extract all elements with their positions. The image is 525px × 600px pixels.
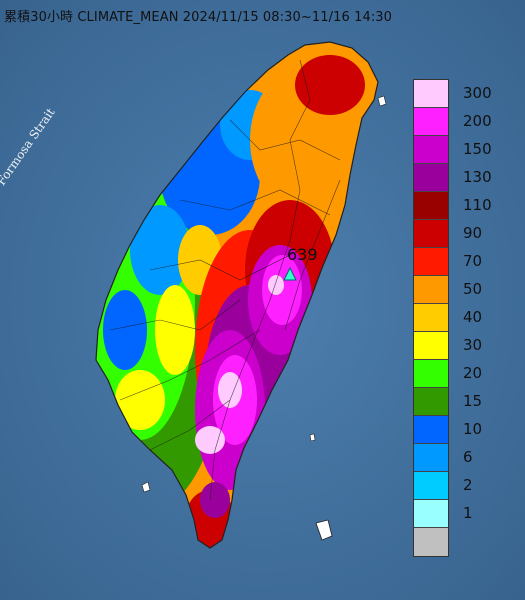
legend-swatch <box>414 192 448 220</box>
legend-swatch <box>414 528 448 556</box>
legend-label: 20 <box>463 364 483 382</box>
legend-swatch <box>414 276 448 304</box>
offshore-islands <box>141 95 387 541</box>
legend-swatch <box>414 332 448 360</box>
legend-label: 1 <box>463 504 473 522</box>
legend-swatch <box>414 136 448 164</box>
legend-label: 110 <box>463 196 492 214</box>
legend-swatch <box>414 220 448 248</box>
legend-label: 300 <box>463 84 492 102</box>
legend-label: 70 <box>463 252 483 270</box>
coastline <box>95 41 379 549</box>
legend-label: 2 <box>463 476 473 494</box>
legend-swatch <box>414 444 448 472</box>
max-rainfall-marker <box>283 266 297 281</box>
map-title: 累積30小時 CLIMATE_MEAN 2024/11/15 08:30~11/… <box>4 10 393 25</box>
legend-label: 10 <box>463 420 483 438</box>
county-boundaries <box>109 59 341 501</box>
legend-label: 15 <box>463 392 483 410</box>
legend-swatch <box>414 472 448 500</box>
legend-label: 50 <box>463 280 483 298</box>
legend-label: 150 <box>463 140 492 158</box>
legend-label: 130 <box>463 168 492 186</box>
legend-label: 40 <box>463 308 483 326</box>
legend-swatch <box>414 416 448 444</box>
legend-swatch <box>414 80 448 108</box>
legend-label: 30 <box>463 336 483 354</box>
legend-label: 90 <box>463 224 483 242</box>
legend-swatch <box>414 360 448 388</box>
legend-swatch <box>414 248 448 276</box>
legend-colorbar <box>413 79 449 557</box>
max-value-label: 639 <box>287 245 318 264</box>
legend-swatch <box>414 108 448 136</box>
legend-swatch <box>414 164 448 192</box>
legend-label: 200 <box>463 112 492 130</box>
legend-swatch <box>414 388 448 416</box>
legend-swatch <box>414 304 448 332</box>
legend-swatch <box>414 500 448 528</box>
legend-label: 6 <box>463 448 473 466</box>
